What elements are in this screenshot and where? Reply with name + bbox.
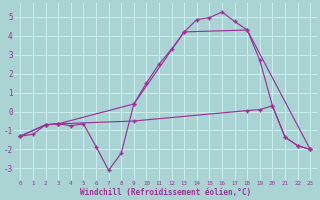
X-axis label: Windchill (Refroidissement éolien,°C): Windchill (Refroidissement éolien,°C) [80,188,251,197]
